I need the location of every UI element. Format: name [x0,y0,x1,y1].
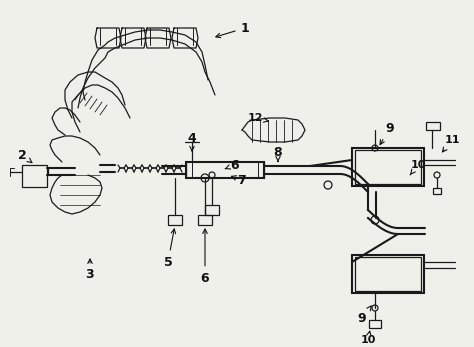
Text: 11: 11 [443,135,460,152]
Text: 6: 6 [225,159,239,171]
Bar [352,255,424,293]
Text: 2: 2 [18,149,32,163]
Bar [22,165,47,187]
Text: 10: 10 [360,331,376,345]
Bar [352,148,424,186]
Bar [355,150,421,184]
Text: 1: 1 [216,22,249,38]
Text: 7: 7 [232,174,246,186]
Text: 6: 6 [201,229,210,285]
Text: 10: 10 [410,160,426,175]
Bar [355,257,421,291]
Bar [426,122,440,130]
Text: 9: 9 [380,121,394,145]
Bar [198,215,212,225]
Text: 12: 12 [247,113,268,123]
Bar [369,320,381,328]
Text: 9: 9 [358,306,371,324]
Text: 4: 4 [188,132,196,151]
Bar [433,188,441,194]
Bar [168,215,182,225]
Bar [186,162,264,178]
Text: 5: 5 [164,229,175,269]
Text: 8: 8 [273,145,283,161]
Bar [205,205,219,215]
Text: 3: 3 [86,259,94,281]
